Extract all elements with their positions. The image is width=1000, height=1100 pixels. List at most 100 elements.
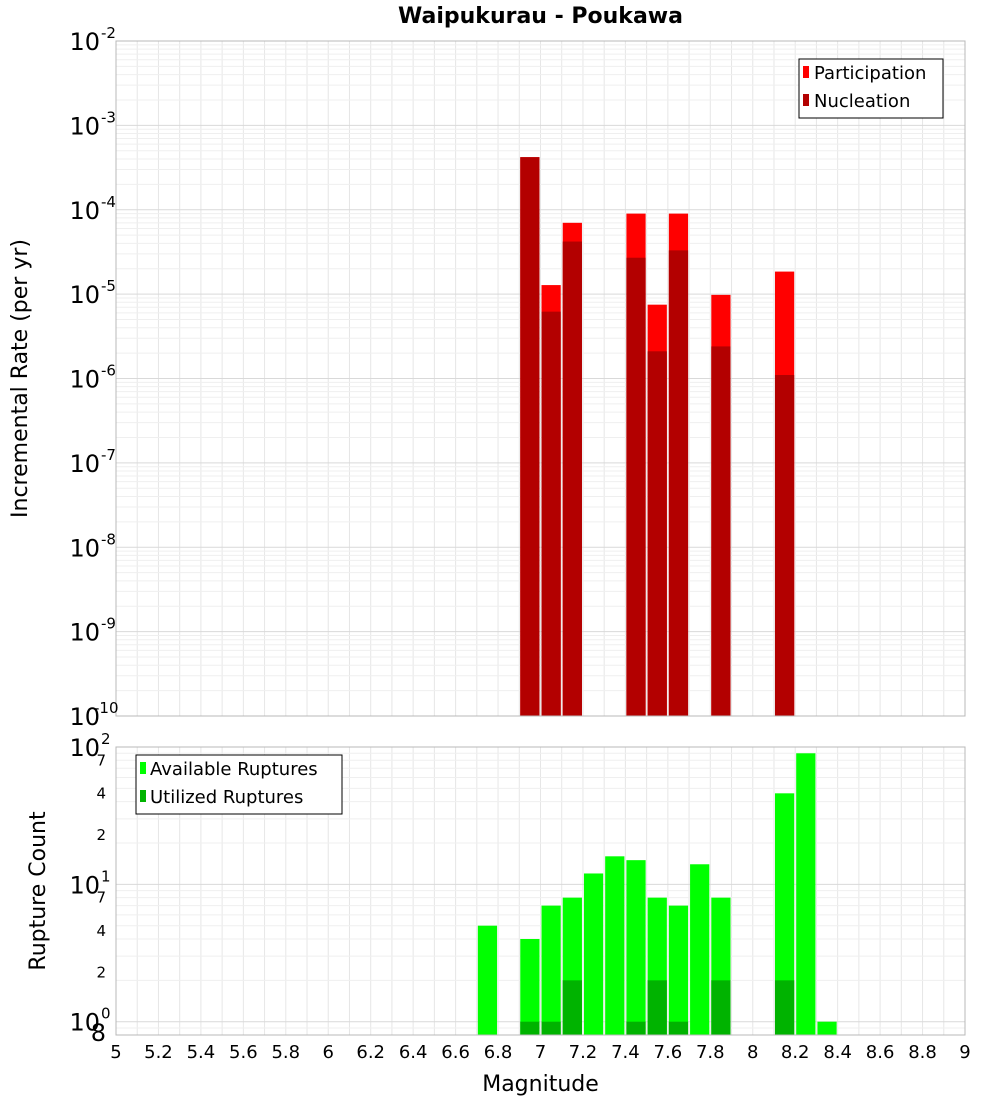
x-tick-label: 7.8 xyxy=(696,1042,725,1063)
top-legend: Participation Nucleation xyxy=(798,58,944,119)
top-legend-box xyxy=(798,58,944,119)
nucleation-legend-label: Nucleation xyxy=(814,91,910,112)
nucleation-bar xyxy=(541,311,561,716)
available-ruptures-bar xyxy=(774,793,795,1035)
x-tick-label: 8.4 xyxy=(823,1042,852,1063)
chart-title: Waipukurau - Poukawa xyxy=(398,4,683,29)
x-tick-label: 9 xyxy=(959,1042,970,1063)
x-tick-label: 8.6 xyxy=(866,1042,895,1063)
x-tick-label: 5.4 xyxy=(187,1042,216,1063)
top-y-tick-label: 10 xyxy=(69,197,100,225)
x-tick-label: 7.4 xyxy=(611,1042,640,1063)
top-y-tick-label: 10 xyxy=(69,450,100,478)
top-y-tick-exponent: -5 xyxy=(101,277,116,295)
x-tick-label: 5.2 xyxy=(144,1042,173,1063)
bottom-y-tick-label: 4 xyxy=(96,785,106,803)
available-ruptures-legend-swatch xyxy=(140,762,146,774)
x-tick-label: 6.4 xyxy=(399,1042,428,1063)
bottom-y-tick-label-extra: 8 xyxy=(91,1019,106,1047)
utilized-ruptures-bar xyxy=(520,1021,540,1035)
x-tick-label: 6.2 xyxy=(356,1042,385,1063)
utilized-ruptures-bar xyxy=(774,980,795,1035)
nucleation-bar xyxy=(774,375,795,716)
top-y-tick-exponent: -4 xyxy=(101,193,116,211)
top-y-tick-label: 10 xyxy=(69,281,100,309)
participation-legend-label: Participation xyxy=(814,63,926,84)
nucleation-bar xyxy=(520,157,540,717)
x-tick-label: 5.8 xyxy=(271,1042,300,1063)
top-y-tick-label: 10 xyxy=(69,534,100,562)
available-ruptures-bar xyxy=(690,864,710,1035)
utilized-ruptures-legend-swatch xyxy=(140,790,146,802)
top-y-tick-exponent: -2 xyxy=(101,24,116,42)
top-y-tick-exponent: -6 xyxy=(101,362,116,380)
x-tick-label: 8.2 xyxy=(781,1042,810,1063)
participation-legend-swatch xyxy=(803,66,809,78)
available-ruptures-bar xyxy=(626,860,646,1035)
x-tick-label: 8.8 xyxy=(908,1042,937,1063)
nucleation-bar xyxy=(562,241,582,717)
nucleation-bar xyxy=(626,257,646,716)
bottom-y-tick-label: 10 xyxy=(69,871,100,899)
utilized-ruptures-bar xyxy=(711,980,731,1035)
bottom-y-tick-label: 7 xyxy=(96,751,106,769)
utilized-ruptures-legend-label: Utilized Ruptures xyxy=(150,787,303,808)
top-y-tick-exponent: -3 xyxy=(101,108,116,126)
available-ruptures-legend-label: Available Ruptures xyxy=(150,759,318,780)
bottom-y-axis-label: Rupture Count xyxy=(26,811,51,971)
utilized-ruptures-bar xyxy=(626,1021,646,1035)
bottom-plot-frame xyxy=(115,746,966,1036)
x-axis-label: Magnitude xyxy=(482,1072,599,1097)
bottom-y-tick-label: 2 xyxy=(96,826,106,844)
bottom-y-tick-label: 2 xyxy=(96,963,106,981)
available-ruptures-bar xyxy=(520,939,540,1035)
nucleation-legend-swatch xyxy=(803,94,809,106)
x-tick-label: 7.2 xyxy=(569,1042,598,1063)
x-tick-label: 7.6 xyxy=(654,1042,683,1063)
utilized-ruptures-bar xyxy=(647,980,667,1035)
bottom-y-tick-exponent: 0 xyxy=(101,1005,111,1023)
available-ruptures-bar xyxy=(583,873,604,1035)
top-y-tick-label: 10 xyxy=(69,703,100,731)
available-ruptures-bar xyxy=(668,905,689,1035)
bottom-y-tick-label: 4 xyxy=(96,922,106,940)
top-y-tick-label: 10 xyxy=(69,28,100,56)
x-tick-label: 7 xyxy=(535,1042,546,1063)
x-tick-label: 6.8 xyxy=(484,1042,513,1063)
top-y-tick-exponent: -8 xyxy=(101,530,116,548)
top-plot-frame xyxy=(115,40,966,717)
bottom-y-tick-label: 10 xyxy=(69,734,100,762)
available-ruptures-bar xyxy=(817,1021,837,1035)
utilized-ruptures-bar xyxy=(562,980,582,1035)
top-y-tick-label: 10 xyxy=(69,112,100,140)
x-tick-label: 6.6 xyxy=(441,1042,470,1063)
top-y-tick-exponent: -10 xyxy=(94,699,119,717)
bottom-legend-box xyxy=(135,754,343,815)
bottom-legend: Available Ruptures Utilized Ruptures xyxy=(135,754,343,815)
available-ruptures-bar xyxy=(605,856,625,1035)
x-tick-label: 5.6 xyxy=(229,1042,258,1063)
top-y-tick-exponent: -9 xyxy=(101,615,116,633)
top-y-tick-label: 10 xyxy=(69,366,100,394)
bottom-y-tick-label: 10 xyxy=(69,1009,100,1037)
utilized-ruptures-bar xyxy=(668,1021,689,1035)
x-tick-label: 5 xyxy=(110,1042,121,1063)
bottom-y-tick-exponent: 1 xyxy=(101,867,111,885)
x-tick-label: 6 xyxy=(323,1042,334,1063)
available-ruptures-bar xyxy=(796,753,816,1035)
nucleation-bar xyxy=(668,250,689,717)
top-y-axis-label: Incremental Rate (per yr) xyxy=(8,239,33,518)
nucleation-bar xyxy=(711,346,731,716)
top-y-tick-exponent: -7 xyxy=(101,446,116,464)
x-tick-label: 8 xyxy=(747,1042,758,1063)
available-ruptures-bar xyxy=(541,905,561,1035)
nucleation-bar xyxy=(647,351,667,716)
bottom-y-tick-exponent: 2 xyxy=(101,730,111,748)
utilized-ruptures-bar xyxy=(541,1021,561,1035)
bottom-y-tick-label: 7 xyxy=(96,889,106,907)
available-ruptures-bar xyxy=(477,925,498,1035)
top-y-tick-label: 10 xyxy=(69,619,100,647)
